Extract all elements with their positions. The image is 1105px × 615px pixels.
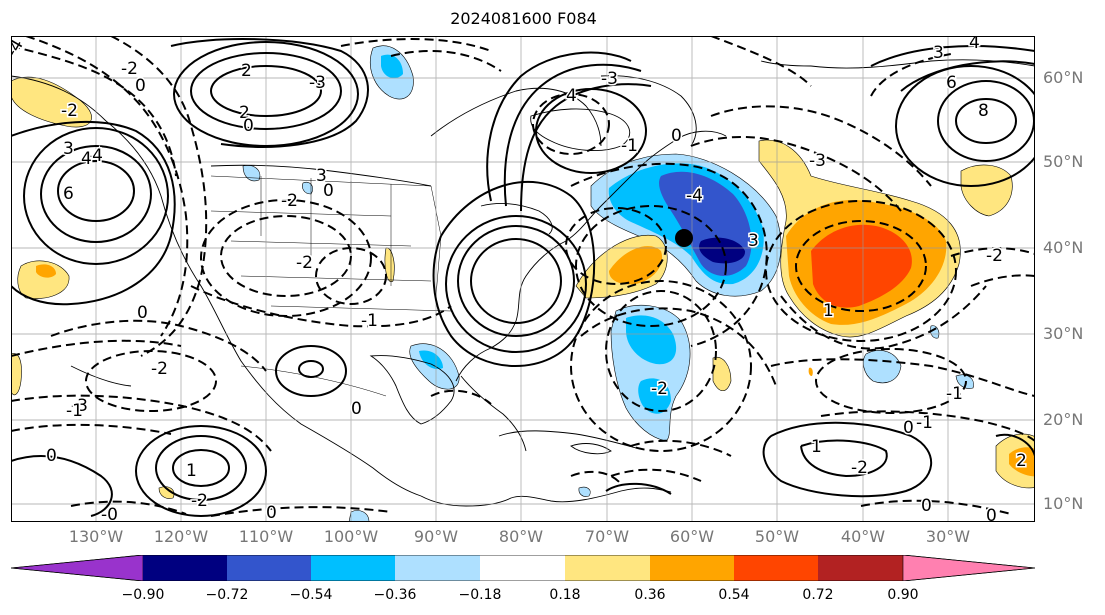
contour-label: 2 <box>241 61 252 81</box>
contour-label: 1 <box>811 437 822 457</box>
lat-label-10n: 10°N <box>1043 494 1084 513</box>
position-marker <box>675 229 693 247</box>
contour-label: -1 <box>916 413 933 433</box>
contour-label: -1 <box>66 401 83 421</box>
contour-label: 0 <box>671 126 682 146</box>
colorbar-cell <box>11 555 144 581</box>
contour-label: -1 <box>361 311 378 331</box>
contour-label: 4 <box>969 36 980 53</box>
contour-labels: -4 -2 0 2 6 -2 2 0 -3 3 -4 4 3 0 4 -3 0 … <box>11 36 1028 522</box>
contour-label: -1 <box>946 384 963 404</box>
colorbar-tick: −0.36 <box>373 587 417 603</box>
contour-label: -2 <box>986 246 1003 266</box>
contour-label: 0 <box>921 496 932 516</box>
colorbar-tick: 0.54 <box>718 587 750 603</box>
lon-label-60w: 60°W <box>669 527 715 546</box>
contour-label: -2 <box>121 59 138 79</box>
contour-label: 0 <box>46 446 57 466</box>
lon-label-30w: 30°W <box>925 527 971 546</box>
lat-label-30n: 30°N <box>1043 324 1084 343</box>
contour-label: -2 <box>851 458 868 478</box>
lat-label-20n: 20°N <box>1043 410 1084 429</box>
lon-label-120w: 120°W <box>153 527 209 546</box>
contour-label: -2 <box>651 379 668 399</box>
map-title: 2024081600 F084 <box>450 9 597 28</box>
colorbar-cell <box>395 555 480 581</box>
contour-label: -2 <box>191 491 208 511</box>
colorbar-cell <box>734 555 818 581</box>
contour-label: 8 <box>978 101 989 121</box>
contour-label: -2 <box>61 101 78 121</box>
dashed-contours <box>11 36 1035 517</box>
colorbar-cell <box>818 555 903 581</box>
map-panel: -4 -2 0 2 6 -2 2 0 -3 3 -4 4 3 0 4 -3 0 … <box>11 36 1035 522</box>
contour-label: -4 <box>686 186 703 206</box>
contour-label: 3 <box>316 166 327 186</box>
colorbar-tick: −0.54 <box>289 587 333 603</box>
lat-label-50n: 50°N <box>1043 152 1084 171</box>
gridlines <box>11 36 1035 522</box>
lon-label-130w: 130°W <box>68 527 124 546</box>
colorbar-tick: 0.18 <box>549 587 581 603</box>
state-borders <box>210 175 452 397</box>
contour-label: -4 <box>86 146 103 166</box>
lon-label-100w: 100°W <box>323 527 379 546</box>
contour-label: 2 <box>239 103 250 123</box>
contour-label: -3 <box>71 396 88 416</box>
lon-label-80w: 80°W <box>498 527 544 546</box>
lon-label-70w: 70°W <box>584 527 630 546</box>
contour-label: 3 <box>933 43 944 63</box>
colorbar <box>11 555 1035 581</box>
colorbar-cell <box>650 555 734 581</box>
colorbar-cell <box>902 555 1035 581</box>
contour-label: 0 <box>351 399 362 419</box>
contour-label: 3 <box>63 139 74 159</box>
contour-label: -3 <box>601 69 618 89</box>
solid-contours <box>11 38 1035 517</box>
lat-label-40n: 40°N <box>1043 238 1084 257</box>
colorbar-tick: −0.72 <box>205 587 249 603</box>
contour-label: 2 <box>1016 451 1027 471</box>
colorbar-tick: −0.18 <box>458 587 502 603</box>
contour-label: 3 <box>748 231 759 251</box>
colorbar-cell <box>565 555 650 581</box>
lon-label-40w: 40°W <box>840 527 886 546</box>
lon-label-110w: 110°W <box>238 527 294 546</box>
contour-label: -3 <box>309 73 326 93</box>
contour-label: -1 <box>621 136 638 156</box>
contour-label: 0 <box>323 181 334 201</box>
colorbar-cell <box>227 555 311 581</box>
contour-label: 0 <box>986 506 997 522</box>
lon-label-50w: 50°W <box>754 527 800 546</box>
contour-label: 0 <box>903 418 914 438</box>
contour-label: -2 <box>281 191 298 211</box>
contour-label: 1 <box>186 461 197 481</box>
lon-label-90w: 90°W <box>413 527 459 546</box>
anomaly-shading <box>11 45 1035 522</box>
colorbar-tick: 0.36 <box>634 587 666 603</box>
lat-label-60n: 60°N <box>1043 68 1084 87</box>
contour-label: -2 <box>151 359 168 379</box>
contour-label: -0 <box>101 505 118 522</box>
colorbar-tick: 0.90 <box>887 587 919 603</box>
contour-label: 1 <box>823 301 834 321</box>
contour-label: 4 <box>81 149 92 169</box>
contour-label: 0 <box>135 76 146 96</box>
contour-label: -2 <box>296 253 313 273</box>
colorbar-tick: −0.90 <box>121 587 165 603</box>
contour-label: 4 <box>566 86 577 106</box>
contour-label: 6 <box>946 73 957 93</box>
contour-label: 0 <box>266 503 277 522</box>
contour-label: 6 <box>63 184 74 204</box>
colorbar-tick: 0.72 <box>802 587 834 603</box>
contour-label: -3 <box>809 151 826 171</box>
contour-label: 0 <box>243 116 254 136</box>
colorbar-cell <box>480 555 565 581</box>
colorbar-cell <box>311 555 395 581</box>
colorbar-cell <box>143 555 227 581</box>
contour-label: 0 <box>137 303 148 323</box>
